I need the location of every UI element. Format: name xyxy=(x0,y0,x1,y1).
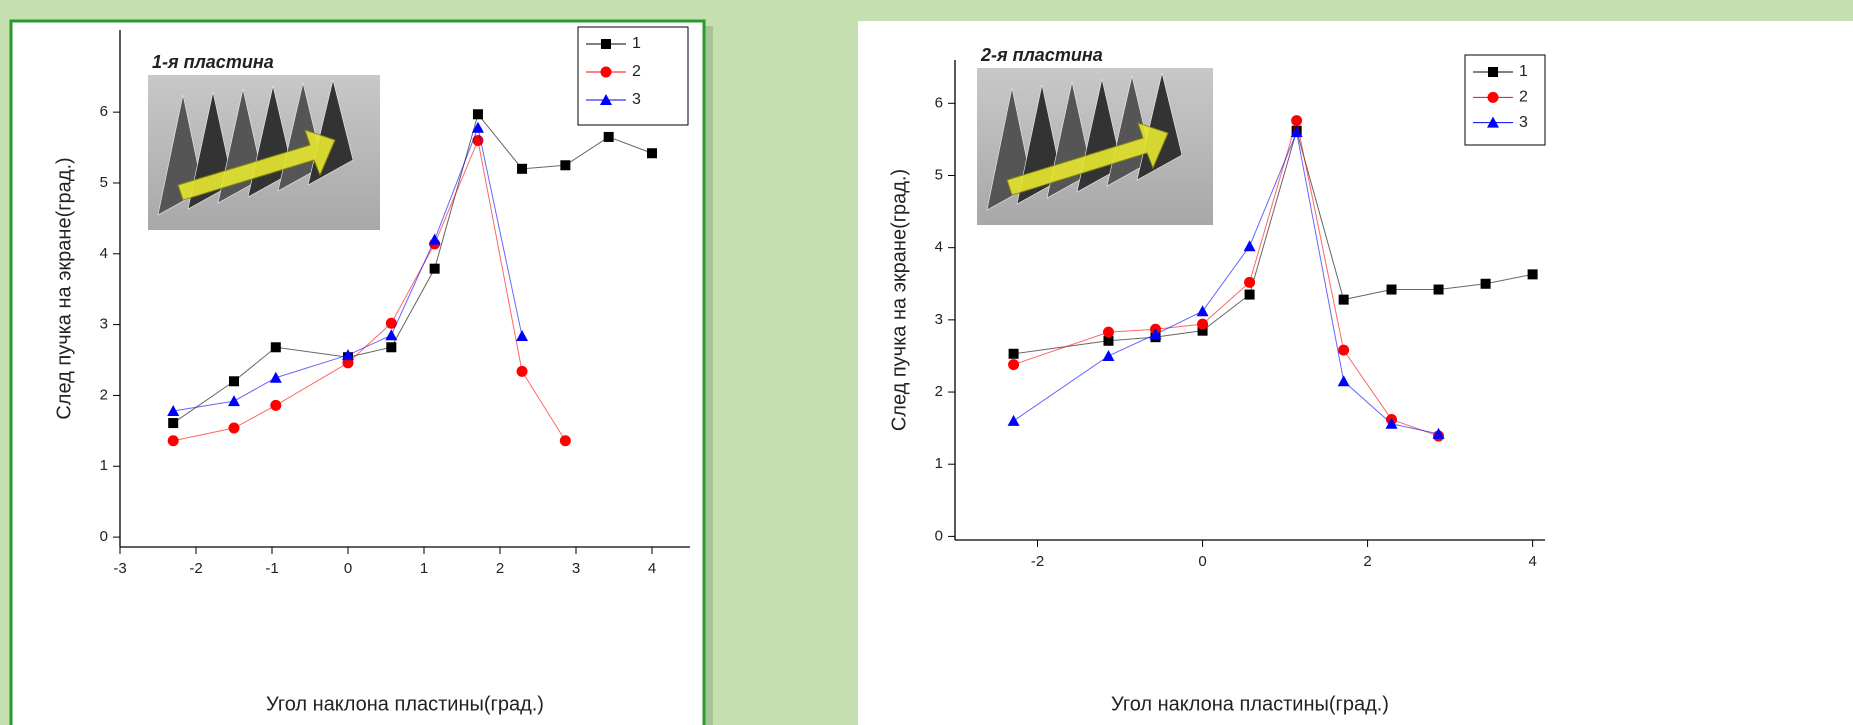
marker xyxy=(1481,279,1491,289)
legend-marker xyxy=(1488,67,1498,77)
marker xyxy=(168,435,179,446)
inset-title: 1-я пластина xyxy=(152,52,274,72)
y-tick-label: 2 xyxy=(935,383,943,400)
legend-label: 1 xyxy=(1519,63,1528,80)
legend-marker xyxy=(601,39,611,49)
x-tick-label: -1 xyxy=(265,560,278,577)
marker xyxy=(168,418,178,428)
x-tick-label: -3 xyxy=(113,560,126,577)
marker xyxy=(271,342,281,352)
marker xyxy=(430,264,440,274)
marker xyxy=(473,109,483,119)
legend-box xyxy=(1465,55,1545,145)
y-tick-label: 4 xyxy=(100,245,108,262)
legend-label: 2 xyxy=(632,63,641,80)
x-tick-label: 0 xyxy=(344,560,352,577)
legend-marker xyxy=(601,67,612,78)
marker xyxy=(229,376,239,386)
marker xyxy=(1245,290,1255,300)
x-tick-label: -2 xyxy=(1031,553,1044,570)
marker xyxy=(1339,295,1349,305)
x-tick-label: 3 xyxy=(572,560,580,577)
marker xyxy=(1387,285,1397,295)
marker xyxy=(560,160,570,170)
x-tick-label: 4 xyxy=(648,560,656,577)
y-tick-label: 5 xyxy=(935,166,943,183)
y-tick-label: 0 xyxy=(935,527,943,544)
y-tick-label: 0 xyxy=(100,528,108,545)
marker xyxy=(1197,319,1208,330)
y-tick-label: 2 xyxy=(100,386,108,403)
marker xyxy=(517,164,527,174)
marker xyxy=(517,366,528,377)
x-axis-title: Угол наклона пластины(град.) xyxy=(1111,693,1389,715)
marker xyxy=(1434,285,1444,295)
inset xyxy=(148,75,380,230)
y-tick-label: 3 xyxy=(935,311,943,328)
inset xyxy=(977,68,1213,225)
marker xyxy=(1338,345,1349,356)
x-tick-label: 2 xyxy=(1363,553,1371,570)
marker xyxy=(229,423,240,434)
legend-label: 3 xyxy=(1519,114,1528,131)
marker xyxy=(270,400,281,411)
y-tick-label: 3 xyxy=(100,316,108,333)
y-axis-title: След пучка на экране(град.) xyxy=(888,169,910,431)
slide: 0 1 2 3 4 5 6 -3 -2 -1 0 1 2 3 4 Угол наклона пластины(… xyxy=(0,0,1853,725)
marker xyxy=(1009,349,1019,359)
inset-title: 2-я пластина xyxy=(980,45,1103,65)
page: {"chart_data": [ {"type": "line", "inset… xyxy=(0,0,1853,725)
y-tick-label: 1 xyxy=(935,455,943,472)
x-axis-title: Угол наклона пластины(град.) xyxy=(266,693,544,715)
marker xyxy=(1103,327,1114,338)
legend-label: 3 xyxy=(632,91,641,108)
y-axis-title: След пучка на экране(град.) xyxy=(53,157,75,419)
x-tick-label: 1 xyxy=(420,560,428,577)
x-tick-label: 0 xyxy=(1198,553,1206,570)
y-tick-label: 1 xyxy=(100,457,108,474)
x-tick-label: 2 xyxy=(496,560,504,577)
marker xyxy=(386,342,396,352)
marker xyxy=(1528,269,1538,279)
legend-marker xyxy=(1488,92,1499,103)
y-tick-label: 6 xyxy=(100,103,108,120)
x-tick-label: 4 xyxy=(1528,553,1536,570)
legend-label: 1 xyxy=(632,35,641,52)
marker xyxy=(1244,277,1255,288)
x-tick-label: -2 xyxy=(189,560,202,577)
marker xyxy=(604,132,614,142)
legend-label: 2 xyxy=(1519,89,1528,106)
marker xyxy=(647,148,657,158)
marker xyxy=(1291,115,1302,126)
y-tick-label: 6 xyxy=(935,94,943,111)
marker xyxy=(1008,359,1019,370)
marker xyxy=(560,435,571,446)
y-tick-label: 5 xyxy=(100,174,108,191)
y-tick-label: 4 xyxy=(935,239,943,256)
